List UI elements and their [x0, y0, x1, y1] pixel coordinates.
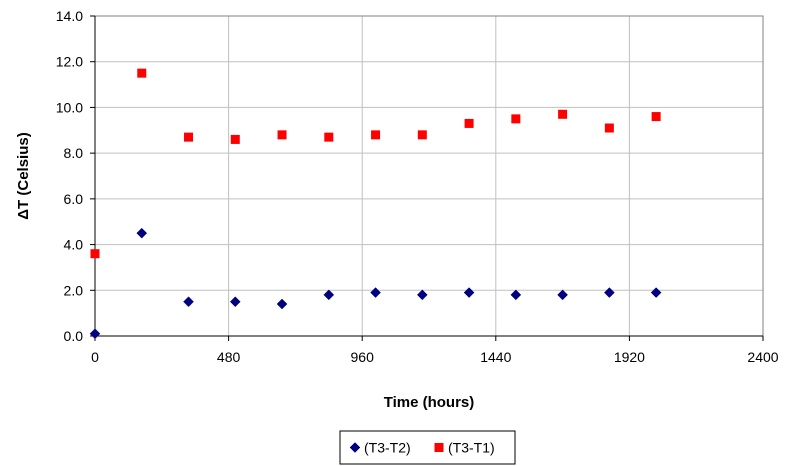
legend-label: (T3-T2): [364, 440, 411, 456]
y-tick-label: 4.0: [64, 237, 84, 253]
data-point: [230, 134, 240, 144]
y-tick-label: 14.0: [56, 8, 83, 24]
data-point: [277, 130, 287, 140]
data-point: [184, 132, 194, 142]
x-tick-label: 480: [217, 349, 241, 365]
legend-label: (T3-T1): [448, 440, 495, 456]
x-tick-label: 0: [91, 349, 99, 365]
x-tick-label: 1440: [480, 349, 511, 365]
data-point: [557, 289, 568, 301]
data-point: [511, 114, 521, 124]
series-1: [89, 227, 662, 340]
legend-marker: [434, 443, 444, 452]
legend-marker: [349, 442, 361, 453]
data-point: [136, 227, 148, 239]
x-tick-label: 960: [351, 349, 375, 365]
data-series: [89, 68, 662, 340]
data-point: [324, 132, 334, 142]
data-point: [604, 287, 615, 298]
y-tick-label: 10.0: [56, 99, 83, 115]
axes: [90, 15, 764, 341]
grid-lines: [95, 15, 764, 336]
y-tick-label: 8.0: [64, 145, 84, 161]
data-point: [90, 249, 100, 259]
series-2: [90, 68, 661, 259]
data-point: [417, 130, 427, 140]
x-axis-title: Time (hours): [384, 394, 475, 411]
data-point: [89, 328, 101, 340]
data-point: [651, 112, 661, 122]
data-point: [276, 298, 288, 310]
data-point: [370, 287, 381, 298]
legend-box: [339, 430, 516, 465]
tick-labels: 0.0 2.0 4.0 6.0 8.0 10.0 12.0 14.0 0 480 960 1440 19…: [56, 8, 779, 365]
legend: (T3-T2) (T3-T1): [339, 430, 516, 465]
data-point: [604, 123, 614, 133]
data-point: [463, 287, 475, 298]
y-tick-label: 2.0: [64, 282, 84, 298]
data-point: [371, 130, 381, 140]
data-point: [510, 289, 522, 301]
data-point: [229, 296, 241, 308]
data-point: [137, 68, 147, 78]
y-tick-label: 6.0: [64, 191, 84, 207]
y-tick-label: 12.0: [56, 54, 83, 70]
data-point: [558, 109, 568, 119]
x-tick-label: 2400: [747, 349, 778, 365]
data-point: [323, 289, 335, 301]
data-point: [650, 287, 662, 298]
data-point: [183, 296, 194, 308]
y-tick-label: 0.0: [64, 328, 84, 344]
y-axis-title: ΔT (Celsius): [15, 132, 32, 219]
x-tick-label: 1920: [614, 349, 645, 365]
data-point: [464, 118, 474, 128]
data-point: [416, 289, 428, 301]
